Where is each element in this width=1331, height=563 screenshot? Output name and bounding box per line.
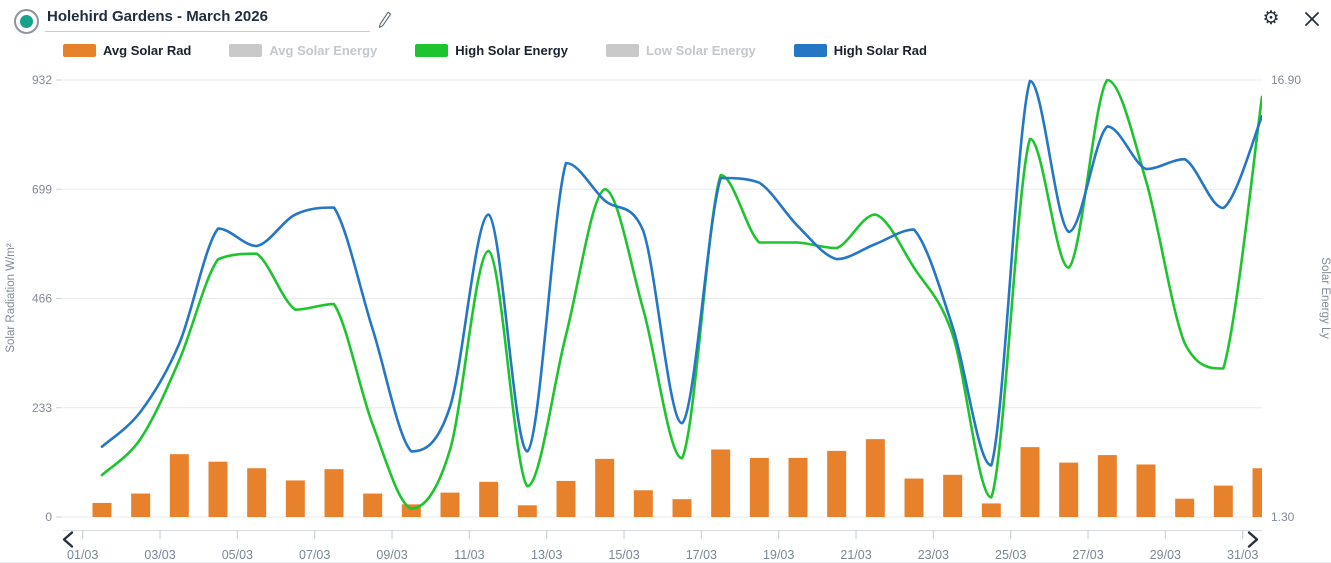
y-right-min-label: 1.30 [1271, 510, 1295, 524]
avg-solar-rad-bar [672, 499, 692, 517]
avg-solar-rad-bar [865, 439, 885, 517]
y-right-axis-title: Solar Energy Ly [1319, 257, 1331, 339]
gear-icon[interactable]: ⚙ [1262, 8, 1280, 29]
x-tick-label: 21/03 [840, 548, 871, 562]
avg-solar-rad-bar [633, 490, 653, 517]
legend-item-high-solar-rad[interactable]: High Solar Rad [793, 43, 927, 58]
avg-solar-rad-bar [827, 450, 847, 517]
legend-label: Avg Solar Rad [103, 43, 192, 58]
avg-solar-rad-bar [324, 469, 344, 517]
y-left-tick-label: 699 [32, 182, 52, 196]
y-left-tick-label: 233 [32, 401, 52, 415]
x-tick-label: 09/03 [376, 548, 407, 562]
x-tick-label: 07/03 [299, 548, 330, 562]
avg-solar-rad-bar [556, 480, 576, 517]
legend-item-avg-solar-rad[interactable]: Avg Solar Rad [63, 43, 191, 58]
chart-title[interactable]: Holehird Gardens - March 2026 [47, 8, 268, 25]
x-tick-label: 13/03 [531, 548, 562, 562]
x-tick-label: 19/03 [763, 548, 794, 562]
x-tick-label: 03/03 [144, 548, 175, 562]
legend-label: Low Solar Energy [645, 43, 756, 58]
avg-solar-rad-bar [1097, 455, 1117, 517]
y-left-tick-label: 932 [32, 73, 52, 87]
legend-label: Avg Solar Energy [269, 43, 378, 58]
pencil-icon[interactable] [377, 10, 393, 30]
station-status-icon [14, 9, 39, 34]
x-tick-label: 17/03 [686, 548, 717, 562]
legend-item-high-solar-energy[interactable]: High Solar Energy [415, 43, 568, 58]
avg-solar-rad-bar [711, 449, 731, 517]
chevron-right-icon[interactable] [1247, 531, 1259, 548]
legend-swatch [63, 44, 96, 57]
legend-swatch [229, 44, 263, 57]
x-tick-label: 01/03 [67, 548, 98, 562]
avg-solar-rad-bar [981, 503, 1001, 517]
avg-solar-rad-bar [479, 481, 499, 517]
x-tick-label: 29/03 [1150, 548, 1181, 562]
station-status-dot [20, 15, 33, 28]
avg-solar-rad-bar [904, 478, 924, 517]
high-solar-rad-line [100, 79, 1262, 467]
legend-swatch [793, 44, 827, 57]
legend-item-avg-solar-energy[interactable]: Avg Solar Energy [229, 43, 377, 58]
x-tick-label: 27/03 [1072, 548, 1103, 562]
x-tick-label: 05/03 [222, 548, 253, 562]
avg-solar-rad-bar [1059, 462, 1079, 517]
close-icon[interactable] [1303, 10, 1321, 28]
x-tick-label: 23/03 [918, 548, 949, 562]
avg-solar-rad-bar [285, 480, 305, 517]
legend-swatch [605, 44, 639, 57]
avg-solar-rad-bar [595, 458, 615, 517]
avg-solar-rad-bar [1213, 485, 1233, 517]
legend-label: High Solar Rad [833, 43, 927, 58]
avg-solar-rad-bar [517, 505, 537, 517]
avg-solar-rad-bar [1136, 464, 1156, 517]
chart-legend: Avg Solar Rad Avg Solar Energy High Solar … [63, 43, 927, 58]
avg-solar-rad-bar [788, 457, 808, 517]
x-tick-label: 31/03 [1227, 548, 1258, 562]
avg-solar-rad-bar [169, 454, 189, 517]
legend-label: High Solar Energy [455, 43, 568, 58]
x-tick-label: 11/03 [454, 548, 484, 562]
avg-solar-rad-bar [749, 457, 769, 517]
avg-solar-rad-bar [1175, 498, 1195, 517]
avg-solar-rad-bar [1252, 468, 1262, 517]
legend-item-low-solar-energy[interactable]: Low Solar Energy [605, 43, 756, 58]
avg-solar-rad-bar [440, 492, 460, 517]
x-tick-label: 15/03 [608, 548, 639, 562]
avg-solar-rad-bar [247, 468, 267, 517]
avg-solar-rad-bar [131, 493, 151, 517]
y-left-axis-title: Solar Radiation W/m² [5, 243, 17, 352]
y-left-tick-label: 0 [45, 510, 52, 524]
y-right-max-label: 16.90 [1271, 73, 1301, 87]
avg-solar-rad-bar [363, 493, 383, 517]
chart-title-field[interactable]: Holehird Gardens - March 2026 [45, 6, 370, 32]
avg-solar-rad-bar [1020, 447, 1040, 517]
chevron-left-icon[interactable] [62, 531, 74, 548]
legend-swatch [415, 44, 449, 57]
avg-solar-rad-bar [943, 474, 963, 517]
avg-solar-rad-bar [92, 502, 112, 517]
x-tick-label: 25/03 [995, 548, 1026, 562]
avg-solar-rad-bar [208, 461, 228, 517]
y-left-tick-label: 466 [32, 292, 52, 306]
high-solar-energy-line [100, 78, 1262, 510]
